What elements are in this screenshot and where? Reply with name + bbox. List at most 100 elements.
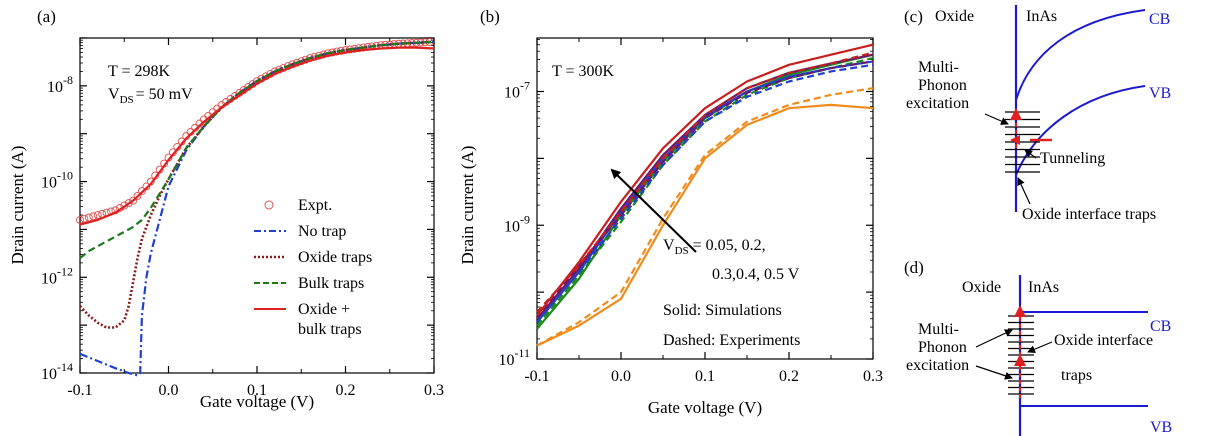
diagram-d-traps-label-1: Oxide interface: [1054, 332, 1153, 349]
plot-a-ylabel: Drain current (A): [8, 146, 27, 265]
diagram-c-inas-label: InAs: [1026, 8, 1057, 25]
plot-b-vds-arrow: [610, 168, 697, 253]
plot-a-series: [76, 38, 435, 377]
plot-b-xtick-label: 0.0: [611, 368, 631, 385]
plot-b-series-line-7: [536, 60, 874, 320]
diagram-d-multi-pointer-2: [975, 365, 1013, 380]
plot-a-expt-point: [89, 212, 98, 221]
plot-a-xtick-label: 0.1: [247, 382, 267, 399]
plot-a-series-line-4: [79, 46, 435, 226]
plot-b-xtick-labels: -0.1 0.0 0.1 0.2 0.3: [524, 368, 883, 385]
plot-b-series-line-6: [536, 53, 874, 320]
panel-c-band-diagram: (c) Oxide InAs CB VB Multi- Phonon excit…: [904, 5, 1171, 223]
plot-a-ytick-label: 10-8: [47, 73, 73, 96]
legend-expt-label: Expt.: [298, 197, 332, 214]
plot-b-xtick-label: 0.1: [695, 368, 715, 385]
plot-a-expt-point: [137, 187, 146, 196]
legend-bulk-label: Bulk traps: [298, 275, 364, 292]
plot-a-xtick-labels: -0.1 0.0 0.1 0.2 0.3: [67, 382, 444, 399]
diagram-d-multi3: excitation: [906, 357, 969, 374]
plot-b-dashed-note: Dashed: Experiments: [663, 332, 800, 349]
plot-b-xtick-label: 0.2: [779, 368, 799, 385]
plot-b-temperature: T = 300K: [552, 63, 615, 80]
plot-a-xtick-label: -0.1: [67, 382, 92, 399]
diagram-d-oxide-label: Oxide: [962, 279, 1001, 296]
plot-b-vds-line2: 0.3,0.4, 0.5 V: [712, 266, 800, 283]
diagram-c-multi1: Multi-: [918, 59, 959, 76]
diagram-d-multi1: Multi-: [918, 321, 959, 338]
plot-a-expt-point: [84, 213, 93, 222]
plot-a-ytick-label: 10-14: [41, 360, 73, 383]
diagram-c-tunneling-label: Tunneling: [1040, 150, 1105, 167]
plot-b-xtick-label: -0.1: [524, 368, 549, 385]
plot-b-series-line-8: [536, 43, 874, 317]
diagram-d-traps-pointer: [1027, 341, 1053, 353]
plot-a-expt-point: [76, 215, 84, 224]
plot-b-series-line-1: [536, 87, 874, 347]
diagram-d-multi2: Phonon: [918, 339, 967, 356]
panel-c-label: (c): [904, 7, 923, 26]
diagram-c-tunneling-head: [1010, 135, 1020, 145]
plot-b-solid-note: Solid: Simulations: [663, 302, 782, 319]
plot-b-ytick-labels: 10-11 10-9 10-7: [498, 79, 530, 370]
plot-b-series-line-0: [536, 103, 874, 347]
diagram-d-inas-label: InAs: [1028, 279, 1059, 296]
plot-a-expt-point: [129, 196, 138, 205]
plot-b-series-line-3: [536, 57, 874, 327]
diagram-d-phonon-arrow-mid: [1014, 354, 1026, 366]
plot-b-series: [536, 43, 874, 347]
plot-b-series-line-2: [536, 53, 874, 330]
plot-a-xtick-label: 0.2: [336, 382, 356, 399]
plot-a-ticks: [79, 37, 435, 374]
plot-a-vds: VDS = 50 mV: [108, 86, 193, 106]
panel-a-label: (a): [37, 7, 56, 26]
plot-b-vds-line1: VDS = 0.05, 0.2,: [663, 237, 766, 257]
plot-b-series-line-5: [536, 63, 874, 323]
diagram-c-vb-label: VB: [1149, 85, 1171, 102]
panel-b-label: (b): [480, 7, 500, 26]
plot-a-xtick-label: 0.3: [424, 382, 444, 399]
plot-a-ytick-labels: 10-14 10-12 10-10 10-8: [41, 73, 73, 383]
diagram-d-vb-label: VB: [1150, 419, 1172, 436]
diagram-d-traps-label-2: traps: [1061, 367, 1092, 384]
plot-b-series-line-9: [536, 51, 874, 313]
plot-a-expt-point: [133, 191, 142, 200]
diagram-c-tunneling-pointer: [1024, 149, 1037, 159]
diagram-d-cb-label: CB: [1150, 318, 1171, 335]
plot-b-series-line-4: [536, 60, 874, 323]
plot-b-ticks: [536, 38, 874, 360]
plot-a-series-line-1: [79, 40, 435, 377]
plot-b-xtick-label: 0.3: [863, 368, 883, 385]
diagram-c-traps-label: Oxide interface traps: [1022, 206, 1156, 223]
diagram-c-trap-levels: [1005, 111, 1040, 173]
panel-a: (a) -0.1 0.0 0.1 0.2 0.3 10-14 10-12 10-10 10-8…: [8, 7, 444, 411]
plot-b-xlabel: Gate voltage (V): [648, 398, 762, 417]
diagram-c-cb-curve: [1015, 9, 1146, 101]
legend-notrap-label: No trap: [298, 223, 346, 240]
diagram-c-multi2: Phonon: [918, 77, 967, 94]
plot-a-temperature: T = 298K: [108, 63, 171, 80]
plot-b-ytick-label: 10-11: [498, 346, 530, 369]
diagram-c-multi-pointer: [984, 113, 1009, 125]
diagram-c-cb-label: CB: [1149, 11, 1170, 28]
diagram-c-oxide-label: Oxide: [935, 8, 974, 25]
plot-a-expt-point: [124, 199, 133, 208]
plot-a-expt-point: [142, 182, 151, 191]
legend-expt-marker: [264, 200, 274, 210]
plot-a-legend: Expt. No trap Oxide traps Bulk traps Oxi…: [254, 197, 372, 338]
diagram-d-multi-pointer-1: [975, 329, 1013, 348]
legend-both-label: Oxide + bulk traps: [298, 301, 362, 338]
plot-a-expt-point: [80, 214, 89, 223]
panel-b: (b) -0.1 0.0 0.1 0.2 0.3 10-11 10-9 10-7 Gate …: [458, 7, 883, 417]
plot-b-ytick-label: 10-9: [504, 212, 530, 235]
plot-a-series-line-3: [79, 40, 435, 259]
plot-b-ylabel: Drain current (A): [458, 146, 477, 265]
plot-a-expt-point: [93, 211, 102, 220]
plot-a-xlabel: Gate voltage (V): [200, 392, 314, 411]
panel-d-band-diagram: (d) Oxide InAs CB VB Multi- Phonon excit…: [904, 258, 1172, 436]
diagram-c-vb-curve: [1015, 85, 1146, 176]
diagram-c-multi3: excitation: [906, 95, 969, 112]
plot-a-ytick-label: 10-12: [41, 264, 73, 287]
legend-oxide-label: Oxide traps: [298, 249, 372, 266]
